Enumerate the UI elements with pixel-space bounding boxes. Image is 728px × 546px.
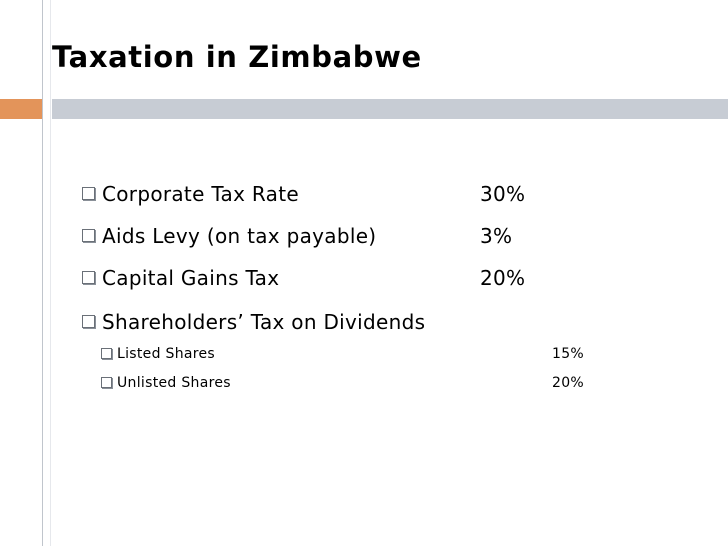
square-bullet-icon — [82, 187, 95, 200]
square-bullet-icon — [82, 229, 95, 242]
sub-item-value: 15% — [552, 346, 585, 362]
item-label: Aids Levy (on tax payable) — [102, 224, 377, 248]
sub-item-value: 20% — [552, 375, 585, 391]
sub-item-label: Unlisted Shares — [117, 375, 231, 391]
item-label: Corporate Tax Rate — [102, 182, 299, 206]
slide-title: Taxation in Zimbabwe — [52, 40, 422, 74]
square-bullet-icon — [101, 377, 112, 388]
vertical-rule-light — [50, 0, 51, 546]
item-value: 3% — [480, 224, 513, 248]
item-value: 20% — [480, 266, 526, 290]
vertical-rule — [42, 0, 43, 546]
item-label: Shareholders’ Tax on Dividends — [102, 310, 426, 334]
square-bullet-icon — [101, 348, 112, 359]
sub-item-label: Listed Shares — [117, 346, 216, 362]
title-rule-bar — [0, 99, 728, 119]
item-label: Capital Gains Tax — [102, 266, 280, 290]
square-bullet-icon — [82, 315, 95, 328]
item-value: 30% — [480, 182, 526, 206]
accent-bar-gray — [52, 99, 728, 119]
accent-block-orange — [0, 99, 42, 119]
square-bullet-icon — [82, 271, 95, 284]
